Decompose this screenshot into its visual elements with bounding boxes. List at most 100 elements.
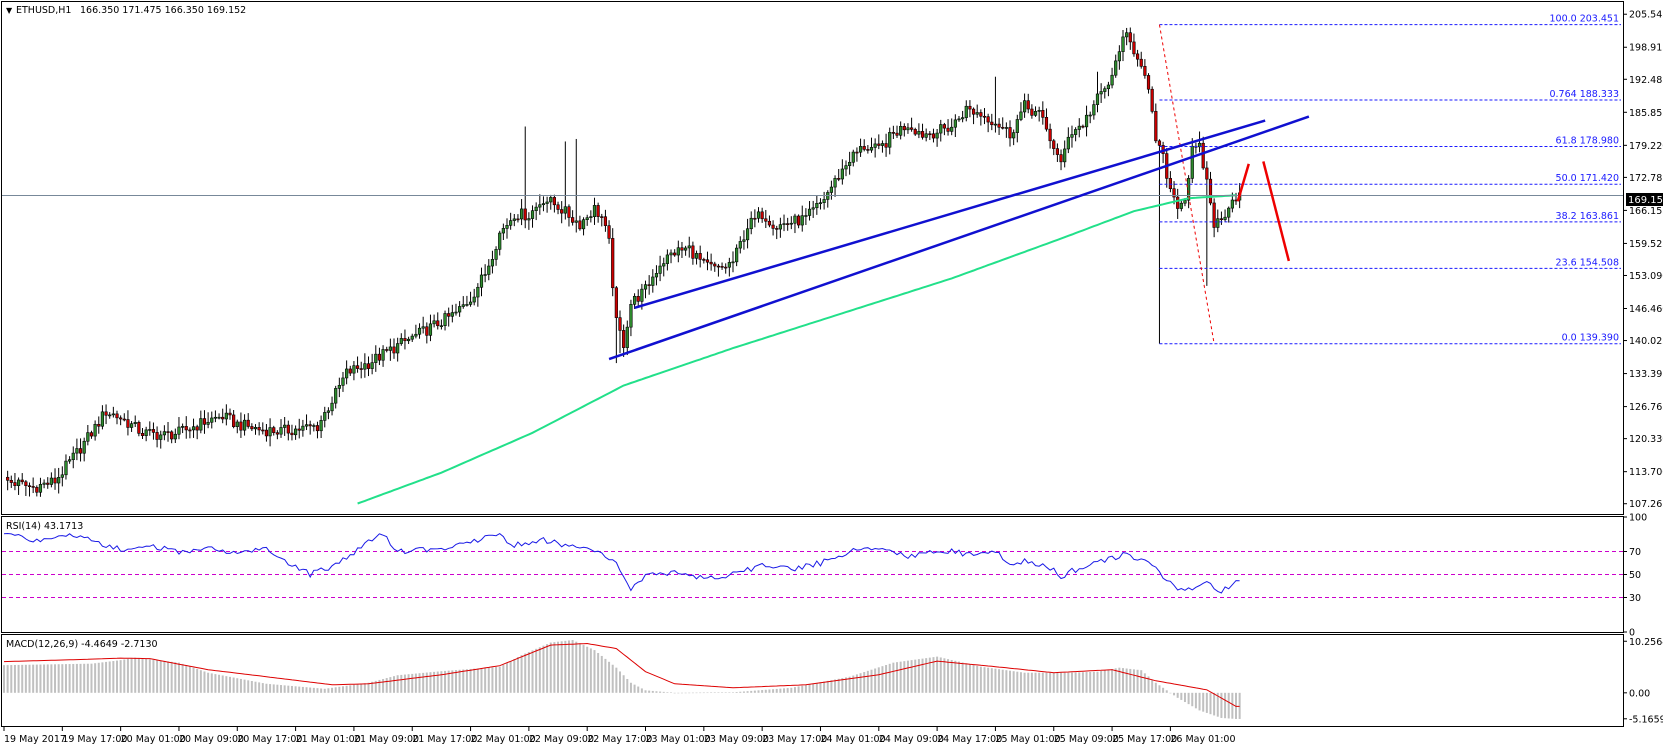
candle-body [337, 385, 341, 389]
candle-body [647, 284, 651, 286]
macd-histogram-bar [859, 673, 862, 693]
macd-histogram-bar [1129, 668, 1132, 693]
macd-histogram-bar [323, 688, 326, 693]
macd-histogram-bar [925, 658, 928, 693]
menu-triangle-icon[interactable]: ▼ [6, 6, 13, 15]
macd-histogram-bar [444, 670, 447, 693]
macd-histogram-bar [903, 661, 906, 693]
axes: 205.545 198.915 192.485 185.855 179.220 172.7… [3, 10, 1663, 745]
candle-body [155, 432, 159, 440]
macd-histogram-bar [221, 675, 224, 693]
macd-histogram-bar [680, 692, 683, 694]
macd-histogram-bar [458, 669, 461, 693]
macd-histogram-bar [564, 640, 567, 693]
candle-body [1030, 108, 1034, 116]
macd-histogram-bar [72, 663, 75, 693]
candle-body [115, 413, 119, 419]
macd-histogram-bar [808, 684, 811, 693]
macd-histogram-bar [312, 687, 315, 693]
macd-histogram-bar [447, 670, 450, 693]
candle-body [334, 388, 338, 404]
macd-histogram-bar [943, 658, 946, 693]
candle-body [818, 202, 823, 204]
macd-histogram-bar [280, 685, 283, 693]
candle-body [589, 216, 593, 218]
macd-histogram-bar [542, 645, 545, 693]
candle-body [148, 429, 152, 431]
candle-body [173, 433, 177, 440]
candle-body [177, 426, 181, 435]
candle-body [487, 265, 491, 275]
macd-histogram-bar [338, 686, 341, 693]
macd-histogram-bar [341, 686, 344, 693]
macd-histogram-bar [1194, 692, 1197, 709]
macd-histogram-bar [54, 664, 57, 693]
macd-histogram-bar [797, 686, 800, 693]
macd-histogram-bar [6, 665, 9, 693]
candle-body [654, 273, 659, 278]
macd-histogram-bar [990, 668, 993, 693]
macd-histogram-bar [345, 685, 348, 693]
macd-histogram-bar [1209, 692, 1212, 715]
macd-histogram-bar [957, 661, 960, 693]
macd-histogram-bar [826, 680, 829, 693]
macd-histogram-bar [294, 686, 297, 693]
candle-body [516, 218, 520, 221]
macd-histogram-bar [914, 659, 917, 693]
macd-histogram-bar [571, 640, 574, 693]
candle-body [829, 186, 834, 193]
candle-body [191, 426, 196, 431]
projection-down-line [1262, 161, 1291, 262]
candle-body [1022, 100, 1027, 113]
candle-body [979, 112, 983, 117]
projection-up-line [1236, 163, 1250, 202]
macd-histogram-bar [283, 685, 286, 693]
macd-histogram-bar [90, 663, 93, 693]
ohlc-label: 166.350 171.475 166.350 169.152 [80, 5, 246, 16]
candle-body [1201, 142, 1205, 169]
macd-histogram-bar [1107, 669, 1110, 693]
candle-body [698, 253, 702, 260]
candle-body [476, 286, 480, 298]
macd-histogram-bar [1009, 670, 1012, 693]
macd-histogram-bar [476, 668, 479, 693]
macd-histogram-bar [349, 685, 352, 693]
macd-histogram-bar [1100, 671, 1103, 693]
macd-histogram-bar [101, 662, 104, 693]
time-tick-label: 20 May 09:00 [179, 734, 244, 745]
candle-body [159, 434, 163, 440]
macd-histogram-bar [874, 668, 877, 693]
macd-histogram-bar [593, 650, 596, 693]
candle-body [75, 448, 79, 454]
time-tick-label: 21 May 17:00 [412, 734, 477, 745]
candle-body [1103, 88, 1107, 92]
macd-histogram-bar [232, 677, 235, 693]
macd-histogram-bar [622, 675, 625, 693]
candle-body [447, 313, 451, 317]
macd-histogram-bar [998, 669, 1001, 693]
candle-body [519, 208, 524, 220]
macd-histogram-bar [1227, 692, 1230, 719]
candle-body [527, 218, 531, 221]
macd-histogram-bar [932, 657, 935, 693]
candle-body [680, 247, 684, 251]
candle-body [749, 217, 753, 230]
price-tick-label: 126.765 [1629, 402, 1663, 413]
macd-histogram-bar [917, 659, 920, 693]
candle-body [917, 131, 921, 135]
candle-body [1125, 32, 1129, 38]
candle-body [549, 197, 553, 203]
candle-body [119, 417, 123, 420]
candle-body [848, 161, 852, 166]
price-tick-label: 140.025 [1629, 336, 1663, 347]
candle-body [283, 424, 287, 428]
macd-histogram-bar [1169, 692, 1172, 694]
macd-histogram-bar [334, 687, 337, 693]
macd-histogram-bar [786, 688, 789, 693]
macd-histogram-bar [451, 670, 454, 693]
macd-signal-line [3, 642, 1240, 707]
macd-histogram-bar [199, 670, 202, 693]
candle-body [498, 232, 502, 250]
macd-histogram-bar [513, 658, 516, 693]
